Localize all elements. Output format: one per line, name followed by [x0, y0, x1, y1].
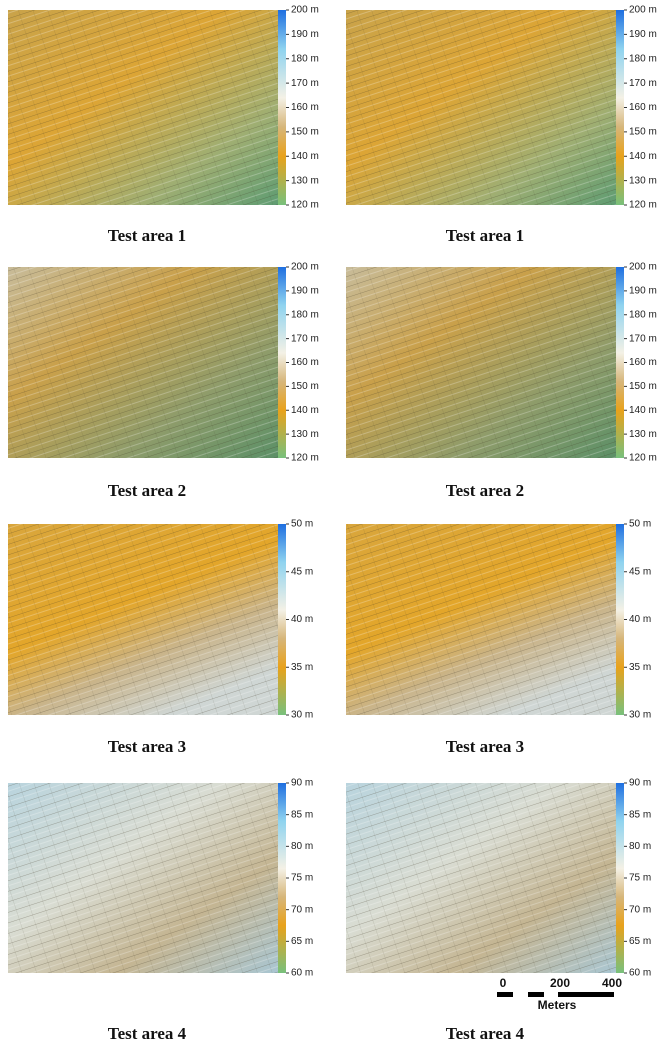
terrain-texture	[346, 783, 616, 973]
colorbar-label: 200 m	[629, 262, 657, 273]
colorbar-label: 70 m	[291, 904, 313, 915]
colorbar-label: 85 m	[291, 809, 313, 820]
colorbar-label: 30 m	[629, 710, 651, 721]
scale-segment	[528, 992, 544, 997]
colorbar-label: 130 m	[291, 429, 319, 440]
caption: Test area 1	[446, 226, 524, 245]
terrain-texture	[346, 267, 616, 458]
colorbar-label: 190 m	[629, 286, 657, 297]
colorbar-label: 120 m	[629, 453, 657, 464]
colorbar-label: 150 m	[629, 381, 657, 392]
colorbar-label: 160 m	[291, 102, 319, 113]
colorbar-label: 130 m	[629, 175, 657, 186]
colorbar-label: 120 m	[291, 200, 319, 211]
colorbar-label: 190 m	[291, 29, 319, 40]
colorbar-label: 35 m	[291, 662, 313, 673]
colorbar-label: 75 m	[629, 873, 651, 884]
colorbar-label: 170 m	[629, 333, 657, 344]
colorbar-label: 160 m	[629, 357, 657, 368]
caption: Test area 3	[108, 737, 186, 756]
colorbar-label: 45 m	[291, 566, 313, 577]
colorbar-label: 40 m	[291, 614, 313, 625]
scale-label: 400	[602, 976, 622, 990]
colorbar	[278, 267, 286, 458]
scale-segment	[497, 992, 513, 997]
colorbar-label: 200 m	[291, 262, 319, 273]
scale-label: 0	[500, 976, 507, 990]
terrain-texture	[346, 524, 616, 715]
colorbar-label: 120 m	[291, 453, 319, 464]
colorbar-label: 120 m	[629, 200, 657, 211]
colorbar-label: 150 m	[629, 127, 657, 138]
caption: Test area 3	[446, 737, 524, 756]
colorbar-label: 30 m	[291, 710, 313, 721]
terrain-texture	[8, 783, 278, 973]
terrain-texture	[346, 10, 616, 205]
colorbar	[616, 783, 624, 973]
colorbar-label: 130 m	[629, 429, 657, 440]
caption: Test area 4	[108, 1024, 187, 1043]
colorbar	[278, 10, 286, 205]
colorbar-label: 200 m	[629, 5, 657, 16]
caption: Test area 1	[108, 226, 186, 245]
colorbar-label: 170 m	[291, 333, 319, 344]
caption: Test area 4	[446, 1024, 525, 1043]
colorbar-label: 150 m	[291, 381, 319, 392]
scale-unit: Meters	[538, 998, 577, 1012]
colorbar	[616, 524, 624, 715]
colorbar-label: 35 m	[629, 662, 651, 673]
colorbar-label: 50 m	[291, 519, 313, 530]
scale-bar	[497, 992, 614, 997]
colorbar	[616, 267, 624, 458]
colorbar-label: 180 m	[629, 309, 657, 320]
colorbar-label: 170 m	[291, 78, 319, 89]
colorbar-label: 150 m	[291, 127, 319, 138]
colorbar-label: 65 m	[629, 936, 651, 947]
colorbar-label: 180 m	[291, 309, 319, 320]
colorbar-label: 70 m	[629, 904, 651, 915]
terrain-texture	[8, 267, 278, 458]
colorbar-label: 140 m	[291, 151, 319, 162]
colorbar-label: 160 m	[629, 102, 657, 113]
scale-label: 200	[550, 976, 570, 990]
colorbar-label: 140 m	[629, 151, 657, 162]
colorbar-label: 180 m	[291, 53, 319, 64]
colorbar-label: 65 m	[291, 936, 313, 947]
terrain-texture	[8, 524, 278, 715]
colorbar	[278, 783, 286, 973]
colorbar-label: 60 m	[629, 968, 651, 979]
colorbar-label: 40 m	[629, 614, 651, 625]
colorbar-label: 90 m	[291, 778, 313, 789]
colorbar-label: 160 m	[291, 357, 319, 368]
scale-segment	[558, 992, 614, 997]
colorbar-label: 140 m	[629, 405, 657, 416]
colorbar-label: 130 m	[291, 175, 319, 186]
caption: Test area 2	[446, 481, 524, 500]
colorbar-label: 140 m	[291, 405, 319, 416]
colorbar-label: 80 m	[291, 841, 313, 852]
colorbar-label: 180 m	[629, 53, 657, 64]
caption: Test area 2	[108, 481, 186, 500]
colorbar-label: 90 m	[629, 778, 651, 789]
colorbar-label: 75 m	[291, 873, 313, 884]
colorbar-label: 200 m	[291, 5, 319, 16]
colorbar-label: 190 m	[291, 286, 319, 297]
colorbar-label: 190 m	[629, 29, 657, 40]
colorbar	[278, 524, 286, 715]
colorbar	[616, 10, 624, 205]
colorbar-label: 60 m	[291, 968, 313, 979]
colorbar-label: 50 m	[629, 519, 651, 530]
figure: 200 m 190 m 180 m 170 m 160 m 150 m 140 m 130 m…	[0, 0, 666, 1052]
colorbar-label: 80 m	[629, 841, 651, 852]
colorbar-label: 170 m	[629, 78, 657, 89]
colorbar-label: 85 m	[629, 809, 651, 820]
terrain-texture	[8, 10, 278, 205]
colorbar-label: 45 m	[629, 566, 651, 577]
